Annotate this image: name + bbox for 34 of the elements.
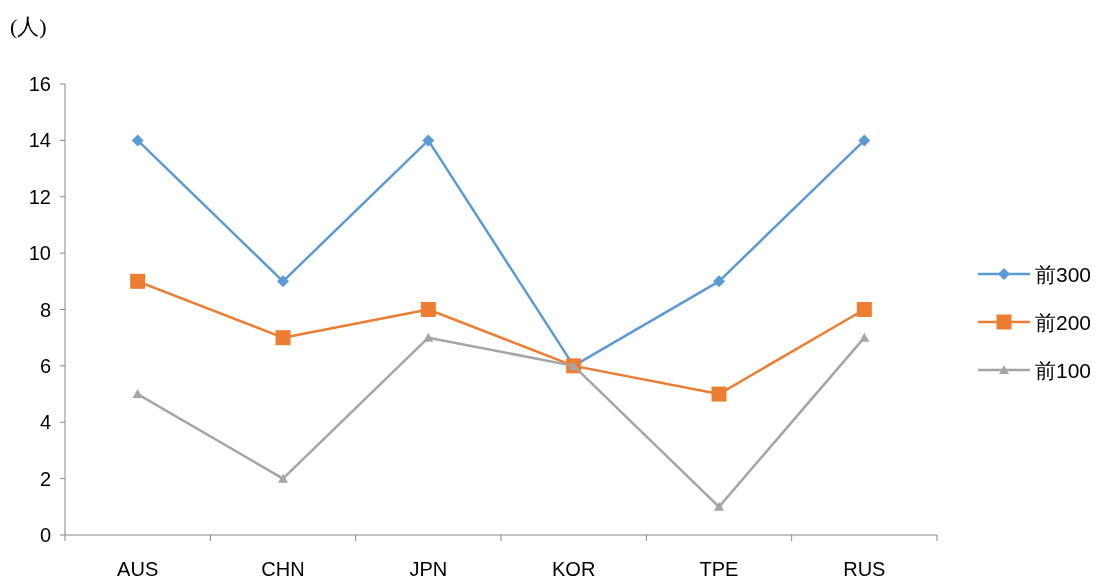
y-axis-title: (人) (10, 14, 47, 39)
point (131, 134, 144, 147)
point (278, 473, 288, 483)
y-tick-label: 14 (28, 129, 51, 152)
y-tick-label: 2 (39, 467, 51, 490)
x-tick-label: RUS (843, 558, 886, 580)
point (713, 275, 725, 288)
point (859, 332, 870, 342)
x-tick-label: TPE (699, 558, 739, 580)
legend-label: 前300 (1035, 263, 1092, 286)
legend-label: 前200 (1035, 311, 1092, 334)
point (420, 302, 436, 317)
point (277, 275, 289, 288)
point (858, 134, 871, 147)
y-tick-label: 16 (28, 73, 51, 95)
x-tick-label: AUS (117, 558, 159, 580)
point (423, 332, 434, 342)
y-tick-label: 12 (28, 185, 51, 208)
x-tick-label: JPN (409, 558, 448, 580)
y-tick-label: 0 (39, 524, 51, 546)
y-tick-label: 4 (39, 411, 51, 434)
point (711, 386, 727, 402)
point (132, 389, 143, 399)
x-tick-label: KOR (551, 558, 596, 580)
point (130, 273, 146, 289)
y-tick-label: 10 (28, 242, 51, 265)
point (856, 302, 872, 317)
y-tick-label: 8 (39, 298, 51, 321)
legend-label: 前100 (1035, 359, 1092, 382)
point (422, 134, 435, 147)
point (275, 330, 291, 346)
x-tick-label: CHN (261, 558, 305, 580)
point (714, 501, 724, 511)
y-tick-label: 6 (39, 354, 51, 377)
